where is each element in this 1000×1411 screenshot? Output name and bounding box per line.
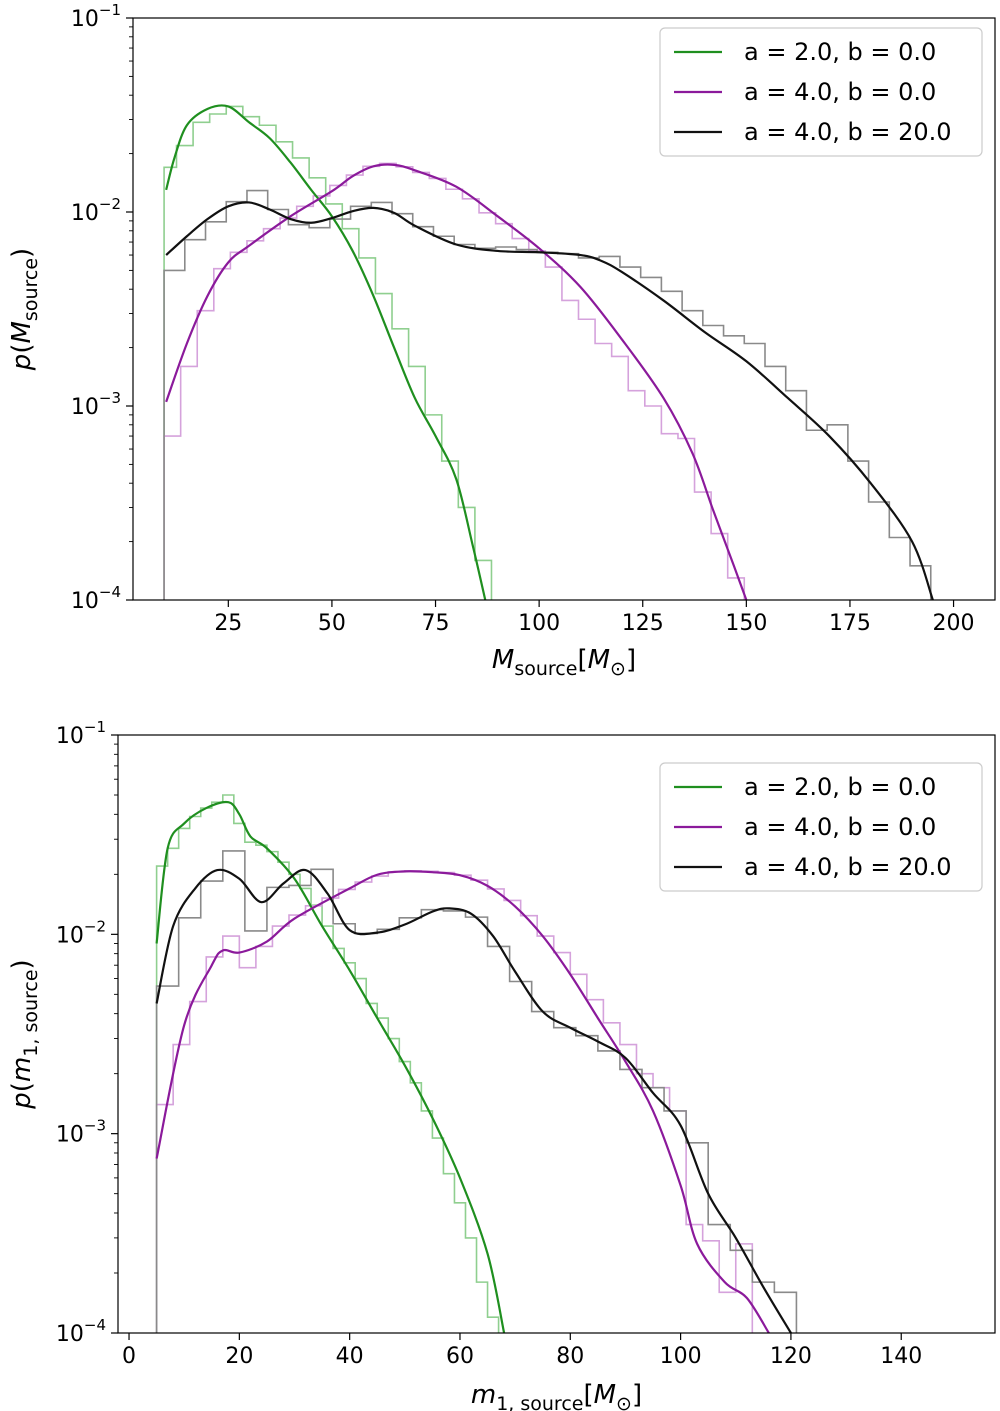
x-tick-label: 0 (122, 1344, 136, 1369)
x-axis-label-subscript: source (514, 658, 577, 680)
x-axis-ticks: 25 50 75 100 125 150 175 200 (214, 600, 975, 636)
curve-a-4-0-b-0-0 (155, 870, 770, 1333)
x-tick-label: 150 (725, 611, 767, 636)
y-tick-label: 10−4 (71, 583, 121, 614)
y-axis-ticks: 10−1 10−2 10−3 10−4 (71, 1, 133, 614)
x-axis-ticks: 0 20 40 60 80 100 120 140 (122, 1333, 922, 1369)
curve-a-4-0-b-20-0 (165, 201, 934, 600)
legend-label-a-4-0-b-0-0: a = 4.0, b = 0.0 (744, 813, 936, 841)
y-tick-label: 10−2 (71, 195, 121, 226)
x-tick-label: 140 (880, 1344, 922, 1369)
x-tick-label: 75 (422, 611, 450, 636)
plot-frame (117, 734, 996, 1334)
legend-box (659, 27, 983, 157)
curve-layer (155, 800, 792, 1333)
histogram-a-4-0-b-0-0 (163, 162, 746, 600)
chart-primary-mass: 0 20 40 60 80 100 120 140 10−1 10−2 10−3 10−4 m1, … (7, 718, 996, 1411)
curve-a-4-0-b-0-0 (165, 163, 748, 600)
y-tick-label: 10−2 (56, 917, 106, 948)
x-tick-label: 80 (556, 1344, 584, 1369)
x-tick-label: 100 (660, 1344, 702, 1369)
x-tick-label: 125 (622, 611, 664, 636)
x-tick-label: 175 (829, 611, 871, 636)
histogram-a-2-0-b-0-0 (163, 105, 493, 600)
curve-a-4-0-b-20-0 (155, 868, 792, 1333)
legend-label-a-4-0-b-20-0: a = 4.0, b = 20.0 (744, 853, 952, 881)
x-tick-label: 40 (336, 1344, 364, 1369)
curve-a-2-0-b-0-0 (165, 104, 487, 600)
x-tick-label: 50 (318, 611, 346, 636)
x-tick-label: 60 (446, 1344, 474, 1369)
y-axis-label: p(Msource) (7, 248, 42, 371)
y-tick-label: 10−1 (71, 1, 121, 32)
x-tick-label: 25 (214, 611, 242, 636)
legend: a = 2.0, b = 0.0 a = 4.0, b = 0.0 a = 4.0,… (659, 762, 983, 892)
y-tick-label: 10−4 (56, 1316, 106, 1347)
legend-label-a-4-0-b-0-0: a = 4.0, b = 0.0 (744, 78, 936, 106)
x-tick-label: 120 (770, 1344, 812, 1369)
legend-label-a-2-0-b-0-0: a = 2.0, b = 0.0 (744, 773, 936, 801)
y-axis-ticks: 10−1 10−2 10−3 10−4 (56, 718, 118, 1347)
curve-a-2-0-b-0-0 (155, 800, 506, 1333)
legend: a = 2.0, b = 0.0 a = 4.0, b = 0.0 a = 4.0,… (659, 27, 983, 157)
y-tick-label: 10−3 (71, 389, 121, 420)
y-axis-label: p(m1, source) (7, 959, 42, 1109)
x-tick-label: 200 (933, 611, 975, 636)
x-tick-label: 20 (225, 1344, 253, 1369)
x-axis-label: Msource[M⊙] (492, 645, 636, 680)
legend-label-a-4-0-b-20-0: a = 4.0, b = 20.0 (744, 118, 952, 146)
x-axis-label: m1, source[M⊙] (471, 1380, 642, 1411)
legend-box (659, 762, 983, 892)
y-tick-label: 10−1 (56, 718, 106, 749)
y-tick-label: 10−3 (56, 1117, 106, 1148)
x-tick-label: 100 (518, 611, 560, 636)
plot-frame (132, 17, 996, 601)
curve-layer (165, 104, 934, 600)
legend-label-a-2-0-b-0-0: a = 2.0, b = 0.0 (744, 38, 936, 66)
histogram-layer (163, 105, 932, 600)
chart-total-mass: 25 50 75 100 125 150 175 200 10−1 10−2 10−3 10−4 M… (7, 1, 996, 680)
